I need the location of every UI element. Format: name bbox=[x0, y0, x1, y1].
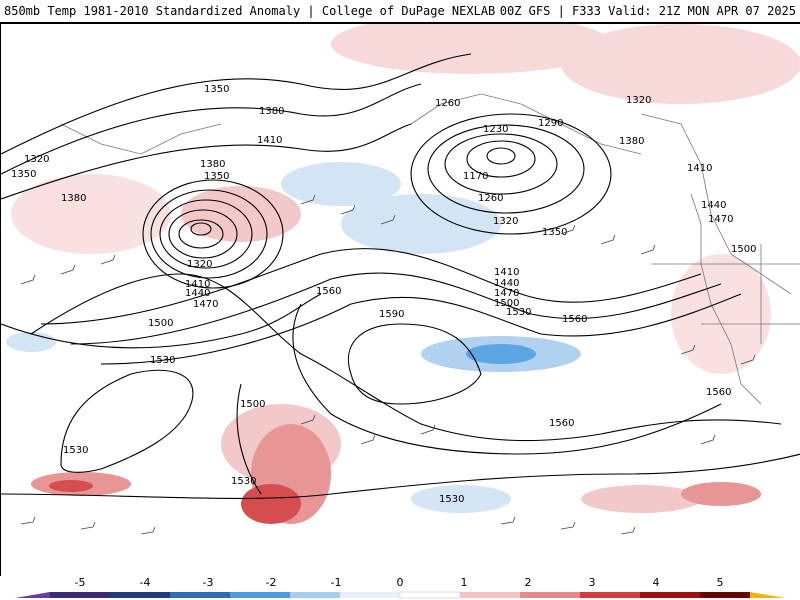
colorbar-tick-label: 5 bbox=[716, 576, 724, 589]
anomaly-colorbar: -5 -4 -3 -2 -1 0 1 2 3 4 5 bbox=[0, 576, 800, 600]
anomaly-shading bbox=[6, 24, 800, 524]
contour-labels: 1350 1380 1410 1320 1350 1380 1380 1350 … bbox=[11, 84, 756, 505]
contour-label: 1380 bbox=[259, 106, 284, 117]
contour-label: 1500 bbox=[494, 298, 519, 309]
contour-label: 1350 bbox=[204, 84, 229, 95]
contour-label: 1350 bbox=[11, 169, 36, 180]
colorbar-graphic bbox=[15, 591, 785, 599]
contour-label: 1530 bbox=[150, 355, 175, 366]
contour-label: 1560 bbox=[562, 314, 587, 325]
colorbar-tick-label: 2 bbox=[524, 576, 532, 589]
colorbar-tick-label: -4 bbox=[139, 576, 151, 589]
colorbar-segment bbox=[580, 592, 640, 598]
contour-label: 1470 bbox=[193, 299, 218, 310]
contour-label: 1470 bbox=[708, 214, 733, 225]
contour-label: 1530 bbox=[231, 476, 256, 487]
contour-label: 1530 bbox=[63, 445, 88, 456]
colorbar-segment bbox=[230, 592, 290, 598]
height-contours bbox=[1, 53, 800, 499]
contour-label: 1470 bbox=[494, 288, 519, 299]
contour-label: 1410 bbox=[257, 135, 282, 146]
contour-label: 1350 bbox=[204, 171, 229, 182]
model-run-info: 00Z GFS | F333 Valid: 21Z MON APR 07 202… bbox=[499, 4, 796, 18]
colorbar-segment bbox=[750, 592, 785, 598]
contour-label: 1410 bbox=[494, 267, 519, 278]
colorbar-segment bbox=[15, 592, 50, 598]
contour-label: 1590 bbox=[379, 309, 404, 320]
contour-label: 1440 bbox=[494, 278, 519, 289]
contour-label: 1440 bbox=[701, 200, 726, 211]
map-canvas: 1350 1380 1410 1320 1350 1380 1380 1350 … bbox=[1, 24, 800, 535]
colorbar-tick-label: -1 bbox=[330, 576, 342, 589]
coastlines bbox=[60, 93, 800, 405]
colorbar-segment bbox=[460, 592, 520, 598]
contour-label: 1230 bbox=[483, 124, 508, 135]
colorbar-segment bbox=[399, 591, 461, 599]
contour-label: 1560 bbox=[706, 387, 731, 398]
colorbar-segment bbox=[520, 592, 580, 598]
contour-label: 1290 bbox=[538, 118, 563, 129]
colorbar-segment bbox=[640, 592, 700, 598]
colorbar-tick-label: 4 bbox=[652, 576, 660, 589]
contour-label: 1320 bbox=[187, 259, 212, 270]
contour-label: 1530 bbox=[506, 307, 531, 318]
colorbar-tick-label: 0 bbox=[396, 576, 404, 589]
contour-label: 1530 bbox=[439, 494, 464, 505]
contour-label: 1500 bbox=[731, 244, 756, 255]
colorbar-segment bbox=[170, 592, 230, 598]
colorbar-tick-label: 3 bbox=[588, 576, 596, 589]
contour-label: 1170 bbox=[463, 171, 488, 182]
colorbar-segment bbox=[50, 592, 110, 598]
contour-label: 1320 bbox=[493, 216, 518, 227]
wind-barbs bbox=[20, 194, 756, 535]
colorbar-segment bbox=[700, 592, 750, 598]
colorbar-tick-label: 1 bbox=[460, 576, 468, 589]
colorbar-segment bbox=[340, 592, 400, 598]
map-title: 850mb Temp 1981-2010 Standardized Anomal… bbox=[4, 4, 496, 18]
contour-label: 1380 bbox=[200, 159, 225, 170]
colorbar-tick-label: -3 bbox=[202, 576, 214, 589]
colorbar-segment bbox=[290, 592, 340, 598]
contour-label: 1260 bbox=[435, 98, 460, 109]
contour-label: 1410 bbox=[185, 279, 210, 290]
contour-label: 1560 bbox=[549, 418, 574, 429]
contour-label: 1320 bbox=[626, 95, 651, 106]
colorbar-segment bbox=[110, 592, 170, 598]
contour-label: 1560 bbox=[316, 286, 341, 297]
contour-label: 1320 bbox=[24, 154, 49, 165]
colorbar-tick-label: -5 bbox=[74, 576, 86, 589]
contour-label: 1440 bbox=[185, 288, 210, 299]
colorbar-tick-label: -2 bbox=[265, 576, 277, 589]
contour-label: 1380 bbox=[61, 193, 86, 204]
contour-label: 1380 bbox=[619, 136, 644, 147]
contour-label: 1500 bbox=[148, 318, 173, 329]
map-header: 850mb Temp 1981-2010 Standardized Anomal… bbox=[0, 0, 800, 23]
contour-label: 1500 bbox=[240, 399, 265, 410]
weather-map[interactable]: 1350 1380 1410 1320 1350 1380 1380 1350 … bbox=[0, 23, 800, 578]
contour-label: 1410 bbox=[687, 163, 712, 174]
contour-label: 1260 bbox=[478, 193, 503, 204]
contour-label: 1350 bbox=[542, 227, 567, 238]
